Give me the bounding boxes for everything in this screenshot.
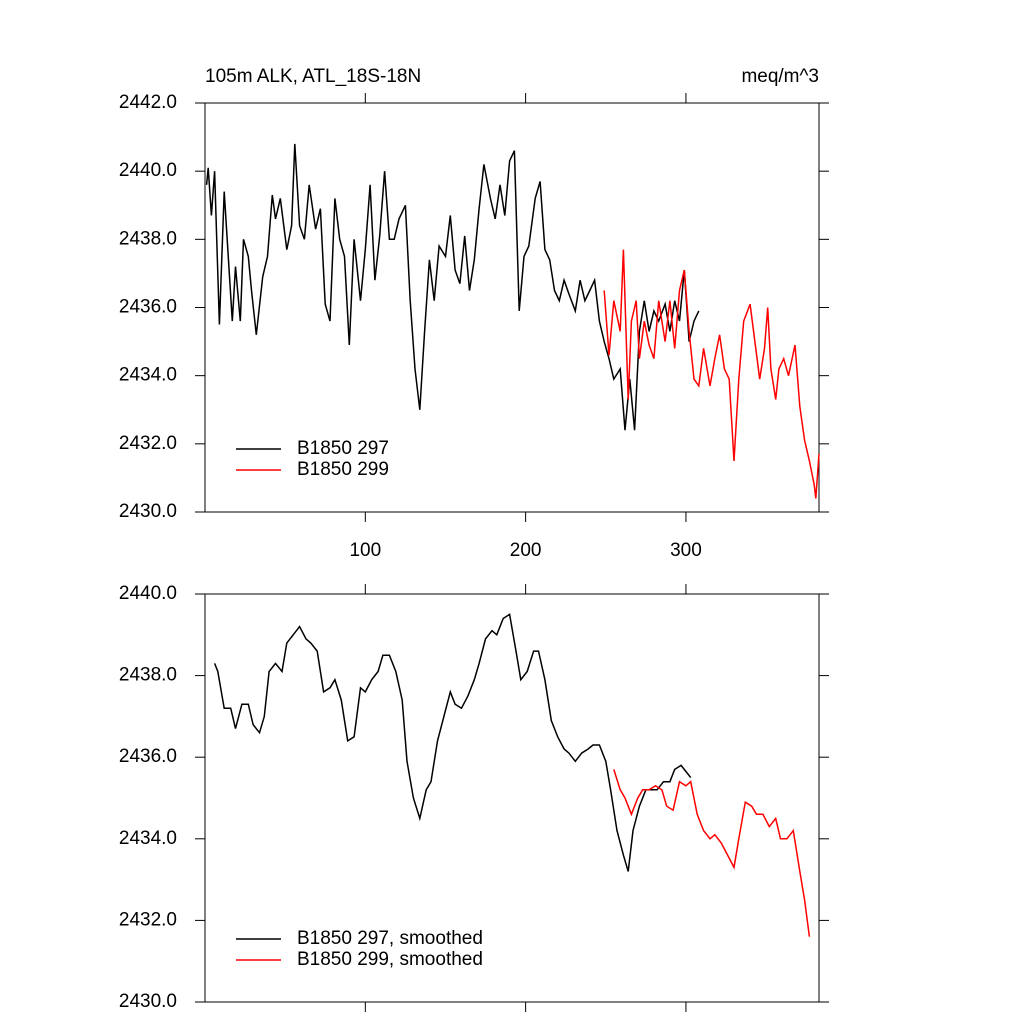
x-tick-label: 100 [349,540,381,561]
legend-label: B1850 299 [297,459,389,480]
y-tick-label: 2432.0 [119,909,177,930]
legend-label: B1850 297 [297,438,389,459]
y-tick-label: 2442.0 [119,92,177,113]
y-tick-label: 2440.0 [119,583,177,604]
y-tick-label: 2438.0 [119,665,177,686]
plot-frame [204,593,820,1003]
legend-label: B1850 297, smoothed [297,928,483,949]
x-tick-label: 200 [510,540,542,561]
y-tick-label: 2430.0 [119,501,177,522]
y-tick-label: 2434.0 [119,828,177,849]
y-tick-label: 2436.0 [119,746,177,767]
y-tick-label: 2432.0 [119,433,177,454]
y-tick-label: 2434.0 [119,365,177,386]
data-line [205,143,700,431]
chart-title: 105m ALK, ATL_18S-18N [205,66,421,87]
y-tick-label: 2440.0 [119,160,177,181]
data-line [613,769,811,937]
data-line [213,613,692,872]
x-tick-label: 300 [670,540,702,561]
y-tick-label: 2430.0 [119,991,177,1012]
data-line [603,249,820,499]
y-tick-label: 2438.0 [119,228,177,249]
units-label: meq/m^3 [741,66,819,87]
y-tick-label: 2436.0 [119,297,177,318]
legend-label: B1850 299, smoothed [297,949,483,970]
